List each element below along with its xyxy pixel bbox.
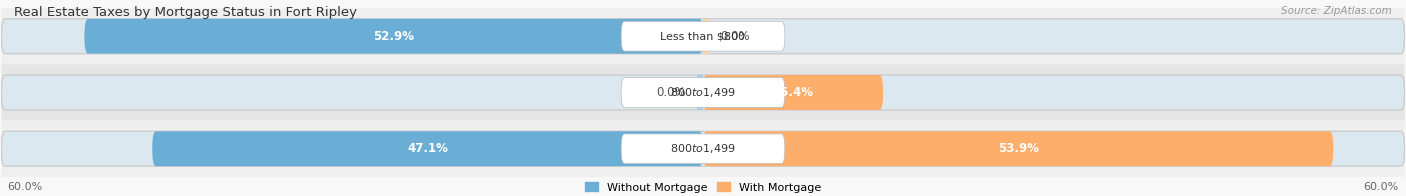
FancyBboxPatch shape xyxy=(621,21,785,51)
Text: $800 to $1,499: $800 to $1,499 xyxy=(671,86,735,99)
Text: Less than $800: Less than $800 xyxy=(661,31,745,41)
Text: 47.1%: 47.1% xyxy=(408,142,449,155)
Text: Real Estate Taxes by Mortgage Status in Fort Ripley: Real Estate Taxes by Mortgage Status in … xyxy=(14,6,357,19)
Bar xyxy=(703,19,709,54)
Text: 15.4%: 15.4% xyxy=(772,86,814,99)
FancyBboxPatch shape xyxy=(703,75,883,110)
Text: Source: ZipAtlas.com: Source: ZipAtlas.com xyxy=(1281,6,1392,16)
FancyBboxPatch shape xyxy=(1,75,1405,110)
Bar xyxy=(697,75,703,110)
FancyBboxPatch shape xyxy=(1,121,1405,177)
FancyBboxPatch shape xyxy=(703,131,1333,166)
FancyBboxPatch shape xyxy=(1,19,1405,54)
Text: 52.9%: 52.9% xyxy=(373,30,415,43)
Text: 60.0%: 60.0% xyxy=(1364,182,1399,192)
FancyBboxPatch shape xyxy=(1,64,1405,121)
FancyBboxPatch shape xyxy=(621,134,785,163)
Legend: Without Mortgage, With Mortgage: Without Mortgage, With Mortgage xyxy=(585,182,821,193)
FancyBboxPatch shape xyxy=(152,131,703,166)
Text: $800 to $1,499: $800 to $1,499 xyxy=(671,142,735,155)
Text: 0.0%: 0.0% xyxy=(655,86,686,99)
Text: 60.0%: 60.0% xyxy=(7,182,42,192)
FancyBboxPatch shape xyxy=(1,8,1405,64)
Text: 0.0%: 0.0% xyxy=(720,30,751,43)
FancyBboxPatch shape xyxy=(621,78,785,107)
FancyBboxPatch shape xyxy=(84,19,703,54)
Text: 53.9%: 53.9% xyxy=(998,142,1039,155)
FancyBboxPatch shape xyxy=(1,131,1405,166)
